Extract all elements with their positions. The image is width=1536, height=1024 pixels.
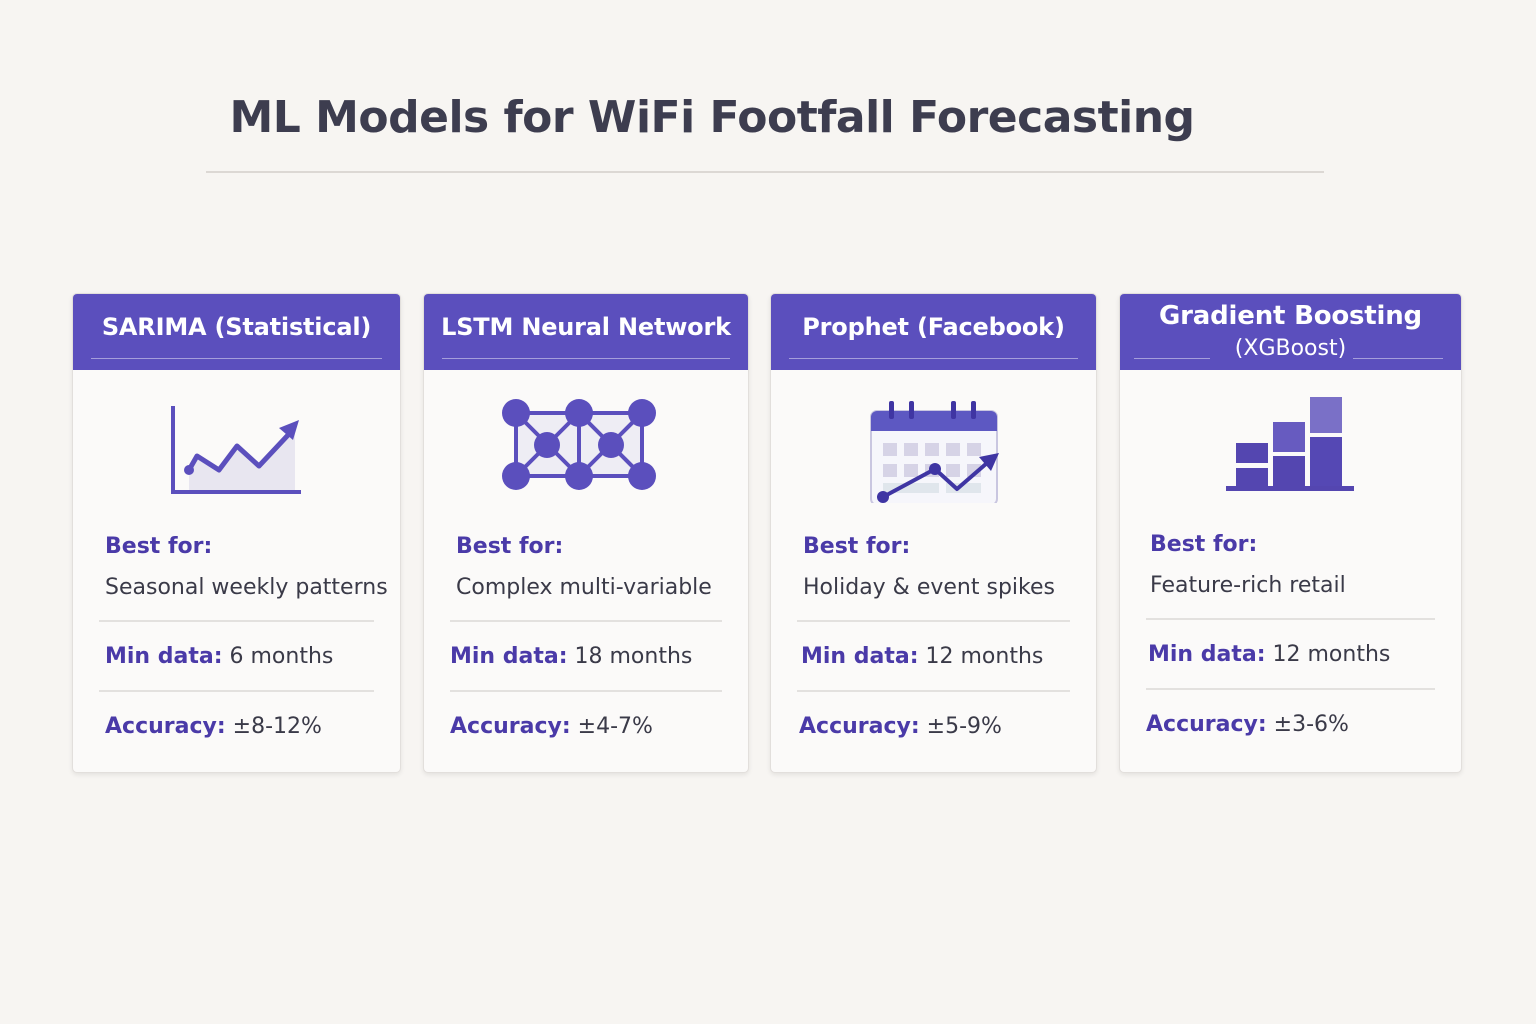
card-header: Prophet (Facebook) (771, 294, 1096, 370)
calendar-trend-icon (869, 401, 999, 503)
card-subtitle: (XGBoost) (1234, 336, 1347, 361)
model-card-prophet: Prophet (Facebook) (770, 293, 1097, 773)
best-for-label: Best for: (803, 534, 911, 559)
accuracy-row: Accuracy: ±3-6% (1146, 690, 1435, 760)
best-for-value: Seasonal weekly patterns (99, 575, 388, 622)
header-divider-right (1353, 358, 1443, 359)
card-title: SARIMA (Statistical) (101, 313, 372, 341)
neural-network-icon (502, 399, 656, 490)
card-title: LSTM Neural Network (441, 313, 731, 341)
min-data-label: Min data: (801, 644, 919, 669)
min-data-value: 18 months (574, 644, 693, 669)
min-data-row: Min data: 12 months (797, 622, 1070, 692)
title-divider (206, 171, 1324, 173)
stacked-bars-icon (1225, 397, 1354, 491)
header-divider (789, 358, 1078, 359)
card-header: Gradient Boosting (XGBoost) (1120, 294, 1461, 370)
accuracy-label: Accuracy: (1146, 712, 1267, 737)
card-header: SARIMA (Statistical) (73, 294, 400, 370)
min-data-label: Min data: (1148, 642, 1266, 667)
accuracy-label: Accuracy: (450, 714, 571, 739)
card-title: Gradient Boosting (1159, 301, 1422, 331)
accuracy-value: ±4-7% (577, 714, 653, 739)
min-data-value: 12 months (1272, 642, 1391, 667)
best-for-label: Best for: (105, 534, 213, 559)
min-data-row: Min data: 18 months (450, 622, 722, 692)
min-data-row: Min data: 6 months (99, 622, 374, 692)
accuracy-row: Accuracy: ±4-7% (450, 692, 722, 762)
header-divider (442, 358, 730, 359)
min-data-value: 12 months (925, 644, 1044, 669)
best-for-label: Best for: (456, 534, 564, 559)
model-card-sarima: SARIMA (Statistical) Best for: Seasonal … (72, 293, 401, 773)
model-card-lstm: LSTM Neural Network (423, 293, 749, 773)
min-data-label: Min data: (450, 644, 568, 669)
min-data-value: 6 months (229, 644, 334, 669)
accuracy-label: Accuracy: (799, 714, 920, 739)
header-divider-left (1134, 358, 1210, 359)
card-title: Prophet (Facebook) (802, 313, 1065, 341)
best-for-value: Feature-rich retail (1146, 573, 1435, 620)
accuracy-label: Accuracy: (105, 714, 226, 739)
accuracy-value: ±8-12% (232, 714, 322, 739)
accuracy-value: ±3-6% (1273, 712, 1349, 737)
line-chart-trend-icon (170, 406, 301, 494)
min-data-row: Min data: 12 months (1146, 620, 1435, 690)
accuracy-row: Accuracy: ±5-9% (797, 692, 1070, 762)
header-divider (91, 358, 382, 359)
card-header: LSTM Neural Network (424, 294, 748, 370)
best-for-label: Best for: (1150, 532, 1258, 557)
best-for-value: Holiday & event spikes (797, 575, 1070, 622)
page-title: ML Models for WiFi Footfall Forecasting (229, 92, 1195, 143)
accuracy-value: ±5-9% (926, 714, 1002, 739)
accuracy-row: Accuracy: ±8-12% (99, 692, 374, 762)
model-card-gradient-boosting: Gradient Boosting (XGBoost) Best for: Fe… (1119, 293, 1462, 773)
best-for-value: Complex multi-variable (450, 575, 722, 622)
min-data-label: Min data: (105, 644, 223, 669)
